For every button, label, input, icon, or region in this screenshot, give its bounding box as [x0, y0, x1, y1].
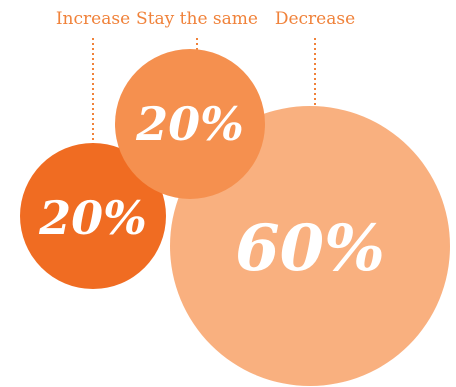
value-labels: 20% 20% 60%	[38, 97, 385, 286]
value-label-decrease: 60%	[235, 211, 385, 286]
category-label-decrease: Decrease	[275, 9, 355, 29]
category-labels: Increase Stay the same Decrease	[56, 9, 355, 29]
value-label-stay-the-same: 20%	[135, 97, 244, 151]
bubbles	[20, 49, 450, 386]
bubble-stay-the-same	[115, 49, 265, 199]
bubble-increase	[20, 143, 166, 289]
value-label-increase: 20%	[38, 191, 147, 245]
leader-lines	[92, 38, 316, 146]
category-label-stay-the-same: Stay the same	[136, 9, 258, 29]
category-label-increase: Increase	[56, 9, 130, 29]
